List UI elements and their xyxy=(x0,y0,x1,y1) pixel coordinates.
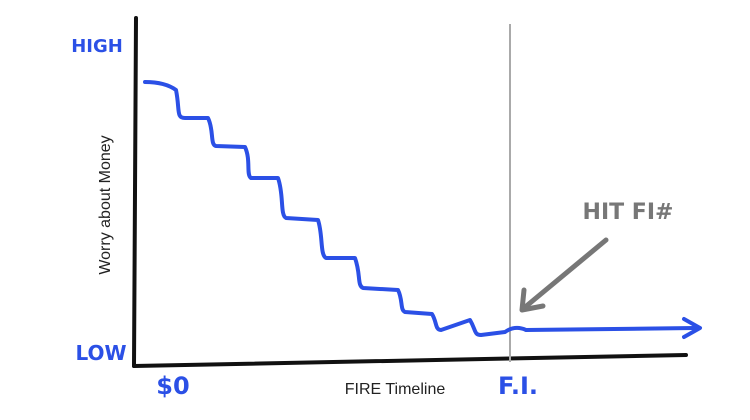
annotation-arrow xyxy=(521,237,609,311)
x-axis-title: FIRE Timeline xyxy=(345,381,446,398)
y-low-label: LOW xyxy=(75,341,126,365)
x-axis xyxy=(132,353,688,368)
annotation: HIT FI# xyxy=(583,200,674,225)
y-axis xyxy=(132,16,138,368)
x-end-label: F.I. xyxy=(498,372,538,400)
curve-arrowhead xyxy=(682,317,702,339)
x-start-label: $0 xyxy=(156,372,189,400)
annotation-arrowhead xyxy=(519,287,546,313)
y-high-label: HIGH xyxy=(71,36,123,57)
y-axis-title: Worry about Money xyxy=(97,135,114,274)
worry-curve xyxy=(143,80,697,337)
